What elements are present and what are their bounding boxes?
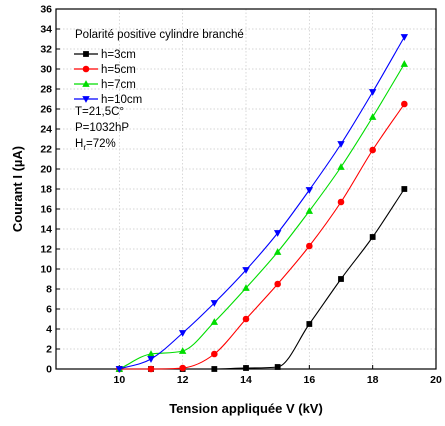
y-tick-label: 14 (40, 224, 52, 236)
data-point (274, 364, 281, 370)
annotation: Hr=72% (75, 138, 116, 152)
data-point (368, 113, 377, 120)
data-point (82, 80, 90, 87)
x-tick-label: 14 (240, 374, 252, 386)
axes: 10 12 14 16 18 200246810121416182022242628303… (40, 4, 442, 387)
y-tick-label: 18 (40, 184, 52, 196)
legend-item: h=3cm (74, 49, 136, 61)
y-tick-label: 4 (46, 324, 52, 336)
data-point (147, 350, 155, 357)
data-point (369, 146, 376, 154)
data-point (242, 267, 250, 274)
legend-item: h=10cm (74, 94, 142, 106)
data-point (211, 366, 218, 372)
data-point (369, 234, 376, 240)
y-tick-label: 34 (40, 24, 52, 36)
legend-label: h=10cm (101, 94, 142, 106)
x-tick-label: 16 (303, 374, 315, 386)
y-axis-label: Courant I (µA) (10, 146, 25, 232)
data-point (401, 100, 408, 108)
data-point (273, 248, 282, 255)
data-point (210, 318, 219, 325)
annotation: T=21,5C° (75, 106, 124, 118)
legend: Polarité positive cylindre branché h=3cm… (74, 29, 244, 106)
data-point (400, 34, 409, 41)
data-point (147, 365, 155, 373)
data-point (82, 65, 90, 73)
y-tick-label: 2 (46, 344, 52, 356)
legend-title: Polarité positive cylindre branché (75, 29, 244, 41)
data-point (242, 315, 250, 323)
x-axis-label: Tension appliquée V (kV) (169, 401, 323, 416)
x-tick-label: 12 (177, 374, 189, 386)
data-point (242, 284, 250, 291)
series-line (119, 103, 405, 370)
x-tick-label: 20 (430, 374, 442, 386)
data-point (306, 321, 313, 327)
data-point (337, 141, 345, 148)
data-point (305, 207, 314, 214)
data-point (243, 365, 249, 371)
data-point (401, 186, 408, 192)
y-tick-label: 22 (40, 144, 52, 156)
y-tick-label: 6 (46, 304, 52, 316)
data-point (179, 364, 186, 372)
data-point (178, 330, 187, 337)
y-tick-label: 20 (40, 164, 52, 176)
data-point (273, 230, 282, 237)
y-tick-label: 28 (40, 84, 52, 96)
y-tick-label: 36 (40, 4, 52, 16)
data-point (305, 187, 314, 194)
y-tick-label: 16 (40, 204, 52, 216)
legend-label: h=7cm (101, 79, 136, 91)
series-line (119, 188, 405, 370)
y-tick-label: 0 (46, 364, 52, 376)
series-h-3cm (116, 186, 408, 372)
data-point (337, 163, 345, 170)
series-line (119, 63, 405, 370)
data-point (274, 280, 281, 288)
y-tick-label: 12 (40, 244, 52, 256)
series-h-5cm (116, 100, 408, 373)
legend-item: h=7cm (74, 79, 136, 91)
series-group (115, 34, 409, 373)
legend-label: h=3cm (101, 49, 136, 61)
y-tick-label: 30 (40, 64, 52, 76)
grid (56, 8, 437, 370)
annotation: P=1032hP (75, 122, 129, 134)
data-point (82, 96, 90, 103)
y-tick-label: 32 (40, 44, 52, 56)
data-point (338, 276, 344, 282)
y-tick-label: 26 (40, 104, 52, 116)
x-tick-label: 18 (367, 374, 379, 386)
y-tick-label: 10 (40, 264, 52, 276)
y-tick-label: 8 (46, 284, 52, 296)
data-point (178, 347, 187, 354)
data-point (306, 242, 313, 250)
series-line (119, 36, 405, 370)
y-tick-label: 24 (40, 124, 52, 136)
data-point (210, 300, 219, 307)
data-point (400, 60, 409, 67)
data-point (337, 198, 345, 206)
legend-label: h=5cm (101, 64, 136, 76)
legend-item: h=5cm (74, 64, 136, 76)
data-point (211, 350, 218, 358)
x-tick-label: 10 (113, 374, 125, 386)
series-h-10cm (115, 34, 409, 373)
data-point (83, 51, 89, 57)
annotations: T=21,5C° P=1032hP Hr=72% (75, 106, 129, 152)
data-point (115, 366, 124, 373)
data-point (147, 356, 155, 363)
data-point (368, 89, 377, 96)
